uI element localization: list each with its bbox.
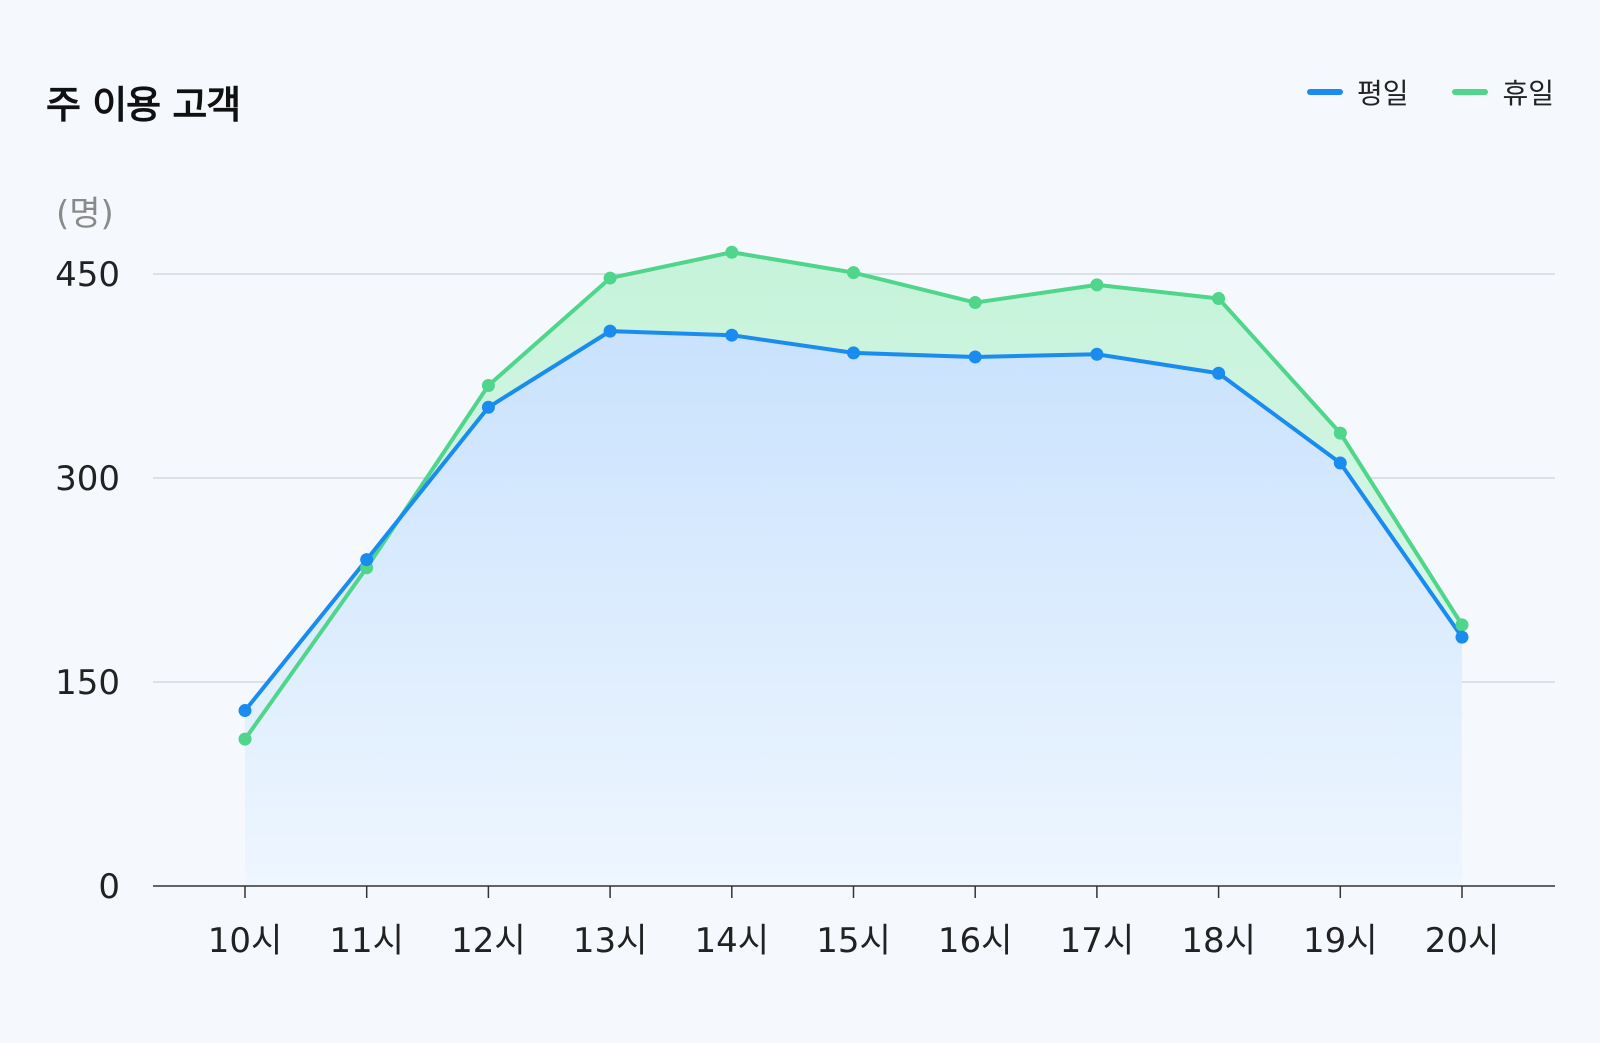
point-holiday: [1212, 291, 1226, 305]
point-holiday: [481, 379, 495, 393]
x-tick-label: 12시: [451, 921, 526, 961]
point-holiday: [1455, 618, 1469, 632]
point-weekday: [603, 324, 617, 338]
x-tick-label: 16시: [938, 921, 1013, 961]
x-axis: [153, 885, 1555, 898]
legend-label-holiday: 휴일: [1502, 77, 1554, 110]
y-tick-label: 300: [55, 459, 120, 499]
x-tick-label: 11시: [329, 921, 404, 961]
series-points: [238, 245, 1469, 746]
point-weekday: [847, 346, 860, 360]
x-tick-label: 15시: [816, 921, 891, 961]
point-holiday: [238, 732, 252, 746]
point-weekday: [1455, 630, 1469, 644]
point-holiday: [968, 296, 982, 310]
legend-label-weekday: 평일: [1356, 77, 1409, 110]
y-axis-unit-label: (명): [56, 194, 114, 234]
x-tick-label: 18시: [1181, 921, 1256, 961]
legend-item-weekday: 평일: [1306, 72, 1409, 112]
area-fills: [245, 252, 1462, 887]
point-weekday: [1212, 366, 1226, 380]
legend-swatch-holiday: [1452, 89, 1489, 95]
point-holiday: [603, 271, 617, 285]
y-tick-label: 450: [55, 255, 120, 295]
x-tick-label: 13시: [573, 921, 648, 961]
point-weekday: [968, 350, 982, 364]
chart-title: 주 이용 고객: [46, 83, 241, 127]
x-tick-label: 20시: [1425, 921, 1500, 961]
x-tick-label: 10시: [208, 921, 283, 961]
legend-item-holiday: 휴일: [1452, 72, 1554, 112]
point-weekday: [360, 553, 374, 567]
point-holiday: [1090, 278, 1104, 292]
area-weekday: [245, 331, 1462, 886]
point-weekday: [725, 328, 739, 342]
x-tick-label: 14시: [695, 921, 770, 961]
point-weekday: [1333, 456, 1347, 470]
legend-swatch-weekday: [1306, 89, 1343, 95]
point-holiday: [847, 266, 860, 280]
chart-legend: 평일 휴일: [1263, 72, 1554, 112]
point-holiday: [725, 245, 739, 259]
tick-labels: 450 300 150 0 10시 11시 12시 13시 14시 15시 16시 17시 18시 19시…: [55, 255, 1499, 961]
point-weekday: [1090, 347, 1104, 361]
x-tick-label: 19시: [1303, 921, 1378, 961]
y-tick-label: 0: [98, 867, 120, 907]
y-tick-label: 150: [55, 663, 120, 703]
point-holiday: [1333, 426, 1347, 440]
x-tick-label: 17시: [1060, 921, 1135, 961]
point-weekday: [481, 400, 495, 414]
point-weekday: [238, 704, 252, 718]
